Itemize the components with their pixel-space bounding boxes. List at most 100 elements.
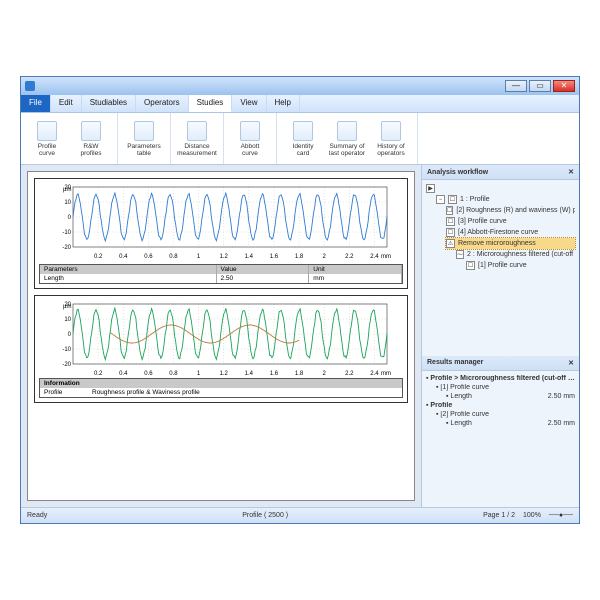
maximize-button[interactable]: ▭: [529, 80, 551, 92]
abbott-curve-icon: [240, 121, 260, 141]
parameters-table-icon: [134, 121, 154, 141]
workflow-item[interactable]: −☐1 : Profile: [436, 194, 575, 205]
results-item[interactable]: ▪ Profile: [426, 401, 575, 410]
results-body: ▪ Profile > Microroughness filtered (cut…: [422, 371, 579, 507]
profile-curve-icon: [37, 121, 57, 141]
ribbon-btn-label: Profile curve: [38, 143, 56, 157]
svg-text:1.8: 1.8: [295, 371, 304, 377]
close-button[interactable]: ✕: [553, 80, 575, 92]
app-window: — ▭ ✕ FileEditStudiablesOperatorsStudies…: [20, 76, 580, 524]
identity-card-button[interactable]: Identity card: [281, 115, 325, 162]
svg-text:0.4: 0.4: [119, 371, 128, 377]
ribbon-btn-label: Identity card: [293, 143, 314, 157]
svg-text:10: 10: [64, 200, 71, 206]
tree-item-label: 2 : Microroughness filtered (cut-off 2.5…: [467, 251, 575, 258]
menu-edit[interactable]: Edit: [51, 95, 82, 112]
svg-text:2: 2: [323, 254, 327, 260]
svg-text:2.4: 2.4: [370, 254, 379, 260]
tree-item-label: Remove microroughness: [458, 240, 536, 247]
workflow-item[interactable]: ☐[2] Roughness (R) and waviness (W) prof…: [446, 205, 575, 216]
menu-studies[interactable]: Studies: [189, 95, 233, 112]
results-title: Results manager: [427, 359, 483, 366]
svg-text:0.2: 0.2: [94, 371, 103, 377]
svg-text:-20: -20: [62, 362, 71, 368]
workflow-body: ▶−☐1 : Profile☐[2] Roughness (R) and wav…: [422, 180, 579, 356]
parameters-table-button[interactable]: Parameters table: [122, 115, 166, 162]
ribbon-group: Abbott curve: [224, 113, 277, 164]
document-page: -20-10010200.20.40.60.811.21.41.61.822.2…: [27, 171, 415, 501]
results-header: Results manager ✕: [422, 356, 579, 371]
menu-studiables[interactable]: Studiables: [82, 95, 136, 112]
history-button[interactable]: History of operators: [369, 115, 413, 162]
tree-item-icon: ☐: [446, 206, 453, 215]
raw-profiles-button[interactable]: R&W profiles: [69, 115, 113, 162]
minimize-button[interactable]: —: [505, 80, 527, 92]
workflow-item[interactable]: ⚠Remove microroughness: [446, 238, 575, 249]
tree-item-icon: ☐: [446, 217, 455, 226]
tree-item-icon: ▶: [426, 184, 435, 193]
svg-text:2: 2: [323, 371, 327, 377]
results-item[interactable]: ▪ [2] Profile curve: [436, 410, 575, 419]
ribbon-btn-label: Abbott curve: [241, 143, 260, 157]
distance-measurement-button[interactable]: Distance measurement: [175, 115, 219, 162]
chart1: -20-10010200.20.40.60.811.21.41.61.822.2…: [39, 183, 403, 261]
abbott-curve-button[interactable]: Abbott curve: [228, 115, 272, 162]
results-item[interactable]: ▪ Length2.50 mm: [446, 419, 575, 428]
titlebar: — ▭ ✕: [21, 77, 579, 95]
results-item[interactable]: ▪ [1] Profile curve: [436, 383, 575, 392]
svg-text:µm: µm: [63, 187, 71, 193]
results-value: 2.50 mm: [548, 393, 575, 400]
raw-profiles-icon: [81, 121, 101, 141]
svg-text:0.6: 0.6: [144, 254, 153, 260]
zoom-slider[interactable]: ──●──: [549, 512, 573, 519]
panel-close-icon[interactable]: ✕: [568, 168, 574, 176]
tree-item-label: 1 : Profile: [460, 196, 490, 203]
workflow-item[interactable]: ⁓2 : Microroughness filtered (cut-off 2.…: [456, 249, 575, 260]
results-label: ▪ [1] Profile curve: [436, 384, 575, 391]
menu-view[interactable]: View: [232, 95, 266, 112]
results-value: 2.50 mm: [548, 420, 575, 427]
summary-button[interactable]: Summary of last operator: [325, 115, 369, 162]
svg-text:10: 10: [64, 317, 71, 323]
workflow-header: Analysis workflow ✕: [422, 165, 579, 180]
svg-text:-10: -10: [62, 230, 71, 236]
ribbon-btn-label: Summary of last operator: [329, 143, 365, 157]
tree-item-label: [4] Abbott-Firestone curve: [458, 229, 538, 236]
ribbon-btn-label: Distance measurement: [177, 143, 217, 157]
tree-item-label: [2] Roughness (R) and waviness (W) profi…: [456, 207, 575, 214]
side-panel: Analysis workflow ✕ ▶−☐1 : Profile☐[2] R…: [421, 165, 579, 507]
menu-operators[interactable]: Operators: [136, 95, 189, 112]
tree-item-label: [1] Profile curve: [478, 262, 527, 269]
svg-text:1: 1: [197, 371, 201, 377]
results-label: ▪ Profile: [426, 402, 575, 409]
workflow-item[interactable]: ☐[3] Profile curve: [446, 216, 575, 227]
menu-file[interactable]: File: [21, 95, 51, 112]
status-left: Ready: [27, 512, 47, 519]
history-icon: [381, 121, 401, 141]
svg-text:0.8: 0.8: [169, 371, 178, 377]
info-block: InformationProfileRoughness profile & Wa…: [39, 378, 403, 398]
menubar: FileEditStudiablesOperatorsStudiesViewHe…: [21, 95, 579, 113]
results-item[interactable]: ▪ Profile > Microroughness filtered (cut…: [426, 374, 575, 383]
chart1-box: -20-10010200.20.40.60.811.21.41.61.822.2…: [34, 178, 408, 289]
status-page: Page 1 / 2: [483, 512, 515, 519]
main-area: -20-10010200.20.40.60.811.21.41.61.822.2…: [21, 165, 421, 507]
workflow-item[interactable]: ▶: [426, 183, 575, 194]
svg-text:-20: -20: [62, 245, 71, 251]
svg-text:2.2: 2.2: [345, 254, 354, 260]
results-item[interactable]: ▪ Length2.50 mm: [446, 392, 575, 401]
menu-help[interactable]: Help: [267, 95, 300, 112]
workflow-item[interactable]: ☐[4] Abbott-Firestone curve: [446, 227, 575, 238]
svg-text:2.4: 2.4: [370, 371, 379, 377]
chart2-box: -20-10010200.20.40.60.811.21.41.61.822.2…: [34, 295, 408, 403]
ribbon-group: Parameters table: [118, 113, 171, 164]
svg-text:1: 1: [197, 254, 201, 260]
svg-text:1.4: 1.4: [245, 371, 254, 377]
workflow-item[interactable]: ☐[1] Profile curve: [466, 260, 575, 271]
profile-curve-button[interactable]: Profile curve: [25, 115, 69, 162]
panel-close-icon-2[interactable]: ✕: [568, 359, 574, 367]
statusbar: Ready Profile ( 2500 ) Page 1 / 2 100% ─…: [21, 507, 579, 523]
workspace: -20-10010200.20.40.60.811.21.41.61.822.2…: [21, 165, 579, 507]
results-label: ▪ Length: [446, 393, 545, 400]
svg-text:0: 0: [68, 215, 72, 221]
